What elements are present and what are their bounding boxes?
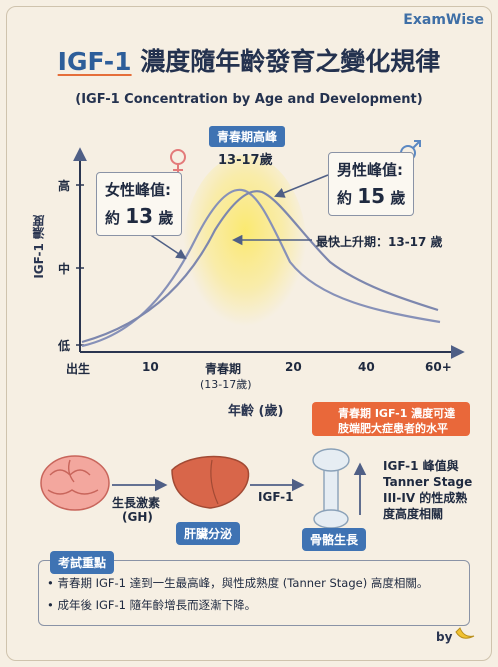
warning-line-1: 青春期 IGF-1 濃度可達 [338, 407, 456, 420]
female-peak-value: 13 [125, 204, 154, 228]
series-line-female [81, 188, 441, 348]
key-points-title: 考試重點 [50, 551, 115, 574]
liver-icon [171, 455, 250, 509]
warning-line-2: 肢端肥大症患者的水平 [338, 422, 448, 435]
page-title: IGF-1 濃度隨年齡發育之變化規律 [0, 42, 498, 78]
male-arrow [274, 174, 329, 198]
female-peak-unit: 歲 [158, 209, 174, 227]
x-tick-label-10: 10 [142, 360, 159, 374]
banana-icon [455, 627, 475, 639]
y-axis-label: IGF-1 濃度 [32, 215, 46, 279]
y-tick-label-high: 高 [58, 179, 71, 193]
x-tick-label-birth: 出生 [66, 362, 91, 376]
igf-label: IGF-1 [258, 490, 294, 504]
brand-logo: ExamWise [403, 12, 484, 28]
warning-banner: 青春期 IGF-1 濃度可達 肢端肥大症患者的水平 [312, 402, 470, 436]
x-tick-label-20: 20 [285, 360, 302, 374]
bone-icon [312, 448, 350, 529]
male-peak-label: 男性峰值: [337, 161, 403, 179]
tanner-note-line-3: III-IV 的性成熟 [383, 491, 468, 505]
page-frame [6, 6, 492, 661]
footer-by: by [436, 630, 453, 644]
fastest-rise-label: 最快上升期：13-17 歲 [316, 235, 443, 249]
y-tick-label-mid: 中 [58, 262, 71, 276]
bone-label: 骨骼生長 [302, 528, 367, 551]
tanner-note-line-1: IGF-1 峰值與 [383, 459, 459, 473]
puberty-range-label: 13-17歲 [218, 153, 273, 168]
puberty-peak-tag: 青春期高峰 [209, 126, 286, 147]
title-igf: IGF-1 [57, 47, 132, 76]
key-point-1: • 青春期 IGF-1 達到一生最高峰，與性成熟度 (Tanner Stage)… [47, 576, 429, 590]
key-point-2: • 成年後 IGF-1 隨年齡增長而逐漸下降。 [47, 598, 257, 612]
female-peak-prefix: 約 [105, 209, 121, 227]
tanner-note: IGF-1 峰值與 Tanner Stage III-IV 的性成熟 度高度相關 [383, 458, 472, 522]
male-peak-value: 15 [357, 184, 386, 208]
brain-icon [40, 455, 110, 511]
male-peak-unit: 歲 [390, 189, 406, 207]
liver-label: 肝臟分泌 [176, 522, 241, 545]
male-peak-prefix: 約 [337, 189, 353, 207]
series-line-male [81, 190, 439, 344]
x-axis-label: 年齡 (歲) [228, 404, 284, 419]
x-tick-label-40: 40 [358, 360, 375, 374]
title-zh: 濃度隨年齡發育之變化規律 [140, 47, 441, 76]
female-peak-label: 女性峰值: [105, 181, 171, 199]
gh-label: 生長激素 [112, 496, 161, 510]
page-subtitle: (IGF-1 Concentration by Age and Developm… [75, 92, 423, 107]
x-tick-label-60: 60+ [425, 360, 452, 374]
male-peak-box: 男性峰值: 約 15 歲 [328, 152, 415, 216]
y-tick-label-low: 低 [58, 339, 71, 353]
gh-sublabel: (GH) [122, 510, 153, 524]
tanner-note-line-2: Tanner Stage [383, 475, 473, 489]
tanner-note-line-4: 度高度相關 [383, 507, 444, 521]
puberty-highlight [183, 155, 307, 345]
female-peak-box: 女性峰值: 約 13 歲 [96, 172, 183, 236]
x-tick-sublabel: (13-17歲) [200, 378, 252, 391]
x-tick-label-puberty: 青春期 [205, 362, 242, 376]
